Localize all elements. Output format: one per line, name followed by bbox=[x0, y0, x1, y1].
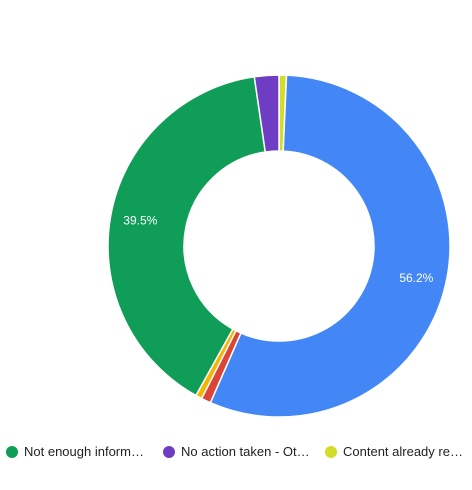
legend-item-content-already-removed[interactable]: Content already re… bbox=[325, 444, 463, 459]
legend: Not enough inform… No action taken - Ot…… bbox=[0, 444, 472, 466]
legend-swatch-green bbox=[6, 445, 18, 458]
legend-item-not-enough-information[interactable]: Not enough inform… bbox=[6, 444, 144, 459]
slice-label-4: 39.5% bbox=[123, 214, 157, 228]
donut-slice-1[interactable] bbox=[209, 74, 451, 418]
legend-label-not-enough-information: Not enough inform… bbox=[24, 444, 144, 459]
slice-label-1: 56.2% bbox=[399, 271, 433, 285]
donut-slice-5[interactable] bbox=[253, 74, 280, 153]
legend-label-content-already-removed: Content already re… bbox=[343, 444, 463, 459]
legend-swatch-purple bbox=[163, 445, 175, 458]
legend-item-no-action-taken[interactable]: No action taken - Ot… bbox=[163, 444, 310, 459]
legend-label-no-action-taken: No action taken - Ot… bbox=[181, 444, 310, 459]
legend-swatch-yellow-green bbox=[325, 445, 337, 458]
donut-chart: 56.2% 39.5% bbox=[107, 74, 451, 418]
donut-slice-4[interactable] bbox=[107, 75, 267, 397]
